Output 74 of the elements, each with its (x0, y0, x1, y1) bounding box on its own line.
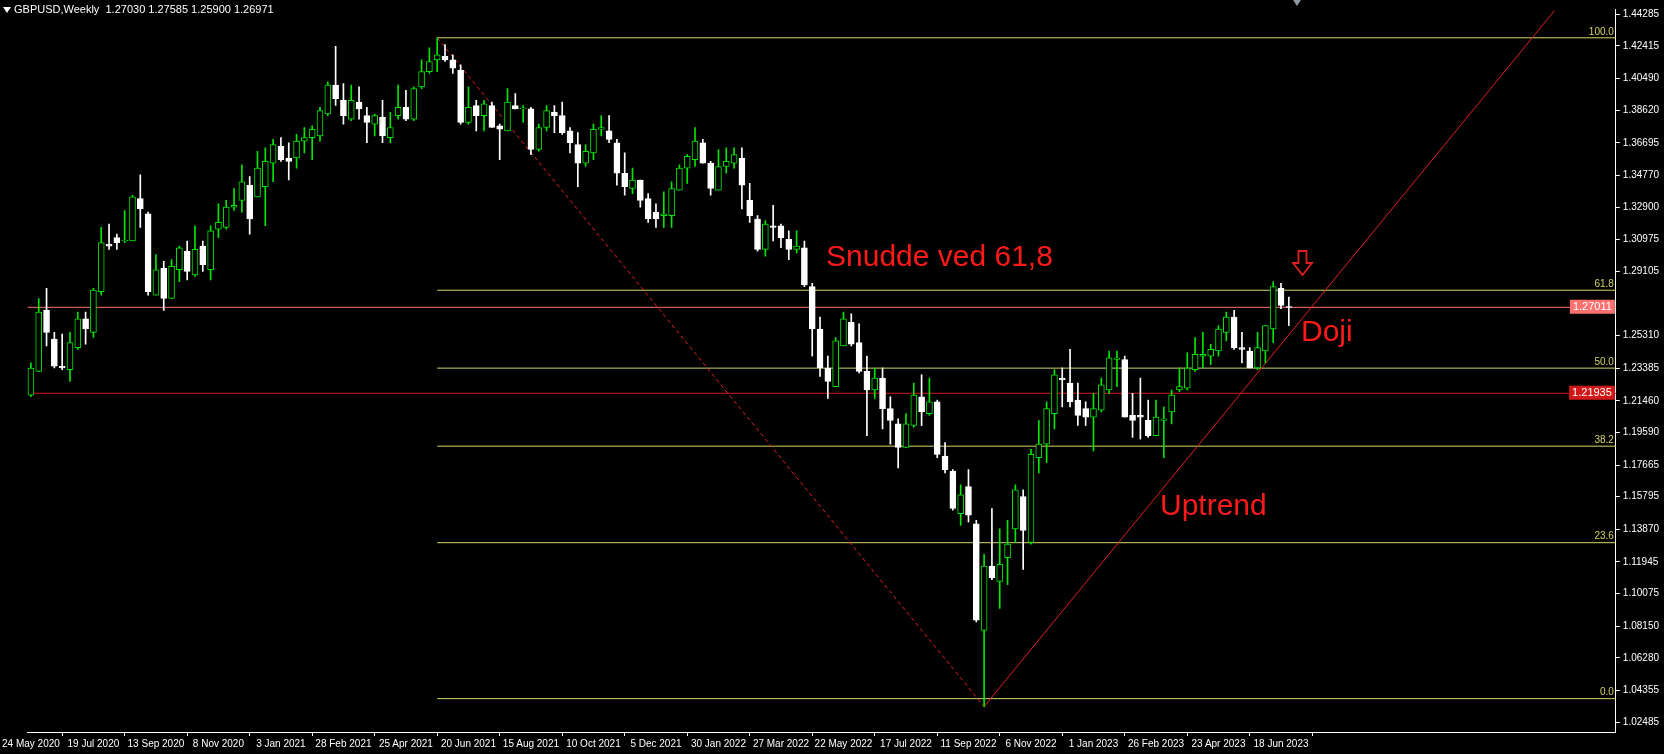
y-tick-label: 1.17665 (1622, 458, 1660, 470)
annotation: 38.2 (1594, 433, 1615, 445)
x-tick-label: 11 Sep 2022 (940, 737, 997, 749)
y-tick-label: 1.29105 (1622, 265, 1660, 277)
x-tick-label: 10 Oct 2021 (566, 737, 622, 749)
y-tick-label: 1.13870 (1622, 523, 1660, 535)
candlestick (511, 93, 519, 110)
candlestick (121, 210, 128, 243)
x-tick-label: 20 Jun 2021 (440, 737, 497, 749)
y-tick-label: 1.04355 (1622, 684, 1660, 696)
x-tick-label: 26 Feb 2023 (1127, 737, 1185, 749)
chart-title: GBPUSD,Weekly 1.27030 1.27585 1.25900 1.26971 (14, 3, 274, 15)
annotation: Uptrend (1160, 488, 1267, 522)
x-tick-label: 5 Dec 2021 (630, 737, 682, 749)
x-tick-label: 25 Apr 2021 (378, 737, 434, 749)
y-tick-label: 1.06280 (1622, 651, 1660, 663)
x-tick-label: 15 Aug 2021 (502, 737, 560, 749)
annotation: 100.0 (1588, 25, 1615, 37)
y-tick-label: 1.19590 (1622, 426, 1660, 438)
ref-line-label: 1.27011 (1572, 299, 1612, 312)
x-tick-label: 23 Apr 2023 (1191, 737, 1246, 749)
y-tick-label: 1.44285 (1622, 8, 1660, 20)
candlestick (136, 174, 144, 228)
candlestick (433, 37, 441, 72)
ref-line-label: 1.21935 (1572, 385, 1612, 398)
candlestick (1199, 332, 1207, 369)
candlestick (1238, 332, 1246, 364)
annotation: 23.6 (1594, 530, 1615, 542)
annotation: 0.0 (1599, 686, 1615, 698)
y-tick-label: 1.42415 (1622, 39, 1660, 51)
x-tick-label: 18 Jun 2023 (1253, 737, 1309, 749)
x-tick-label: 22 May 2022 (814, 737, 873, 749)
candlestick (769, 205, 777, 242)
y-tick-label: 1.30975 (1622, 233, 1660, 245)
x-tick-label: 3 Jan 2021 (256, 737, 307, 749)
candlestick (230, 188, 238, 211)
y-tick-label: 1.32900 (1622, 200, 1660, 212)
x-tick-label: 17 Jul 2022 (880, 737, 933, 749)
x-tick-label: 24 May 2020 (2, 737, 61, 749)
y-tick-label: 1.10075 (1622, 587, 1660, 599)
candlestick (660, 191, 668, 228)
x-tick-label: 13 Sep 2020 (127, 737, 185, 749)
y-tick-label: 1.36695 (1622, 136, 1660, 148)
y-tick-label: 1.11945 (1622, 555, 1659, 567)
x-tick-label: 8 Nov 2020 (192, 737, 245, 749)
candlestick (519, 105, 527, 123)
candlestick (105, 223, 113, 250)
x-tick-label: 30 Jan 2022 (690, 737, 747, 749)
annotation: 61.8 (1594, 277, 1615, 289)
x-tick-label: 28 Feb 2021 (315, 737, 372, 749)
x-tick-label: 27 Mar 2022 (752, 737, 810, 749)
y-tick-label: 1.23385 (1622, 361, 1660, 373)
annotation: 50.0 (1594, 355, 1615, 367)
candlestick (996, 528, 1004, 609)
y-tick-label: 1.15795 (1622, 490, 1660, 502)
annotation: Snudde ved 61,8 (826, 239, 1053, 273)
y-tick-label: 1.34770 (1622, 169, 1660, 181)
candlestick (597, 115, 605, 137)
y-tick-label: 1.02485 (1622, 715, 1660, 727)
y-tick-label: 1.38620 (1622, 104, 1660, 115)
candlestick (722, 147, 730, 174)
candlestick (496, 123, 504, 161)
candlestick (1113, 350, 1121, 387)
x-tick-label: 6 Nov 2022 (1005, 737, 1057, 749)
candlestick (363, 106, 371, 144)
candlestick (285, 142, 293, 181)
y-tick-label: 1.40490 (1622, 72, 1660, 84)
x-tick-label: 19 Jul 2020 (67, 737, 120, 749)
y-tick-label: 1.08150 (1622, 619, 1660, 631)
annotation: Doji (1301, 314, 1353, 348)
y-tick-label: 1.21460 (1622, 394, 1660, 406)
x-tick-label: 1 Jan 2023 (1068, 737, 1119, 749)
candlestick (1160, 406, 1168, 459)
y-tick-label: 1.25310 (1622, 329, 1660, 341)
